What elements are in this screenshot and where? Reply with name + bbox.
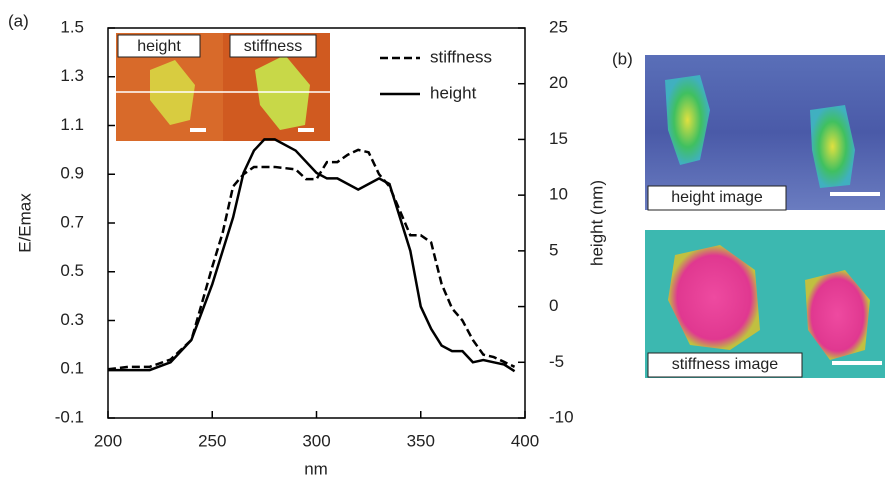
y-tick-label: 0.5 bbox=[60, 261, 84, 280]
panel-label: (a) bbox=[8, 11, 29, 30]
x-tick-label: 300 bbox=[302, 431, 330, 450]
y2-tick-label: 25 bbox=[549, 17, 568, 36]
y-tick-label: 0.9 bbox=[60, 164, 84, 183]
series-line bbox=[108, 138, 516, 373]
y2-tick-label: 10 bbox=[549, 185, 568, 204]
y2-axis-title: height (nm) bbox=[587, 180, 606, 266]
y-tick-label: 1.1 bbox=[60, 115, 84, 134]
inset-label-box bbox=[229, 34, 317, 58]
image-label-box bbox=[647, 352, 803, 378]
panel-label: (b) bbox=[612, 49, 633, 68]
inset-label: stiffness bbox=[244, 38, 302, 55]
image-label-box bbox=[647, 185, 787, 211]
x-tick-label: 400 bbox=[511, 431, 539, 450]
x-axis-title: nm bbox=[304, 459, 328, 478]
y-tick-label: 0.3 bbox=[60, 310, 84, 329]
y-tick-label: 1.5 bbox=[60, 17, 84, 36]
inset-label: height bbox=[137, 38, 181, 55]
inset-label-box bbox=[117, 34, 201, 58]
legend-label: stiffness bbox=[430, 47, 492, 66]
x-tick-label: 250 bbox=[198, 431, 226, 450]
afm-images bbox=[645, 55, 885, 378]
x-tick-label: 200 bbox=[94, 431, 122, 450]
y-axis-title: E/Emax bbox=[15, 193, 34, 253]
y2-tick-label: 5 bbox=[549, 240, 558, 259]
legend-label: height bbox=[430, 83, 477, 102]
y-tick-label: -0.1 bbox=[55, 407, 84, 426]
image-label: stiffness image bbox=[672, 356, 779, 373]
y-tick-label: 1.3 bbox=[60, 66, 84, 85]
y2-tick-label: -5 bbox=[549, 352, 564, 371]
y-tick-label: 0.1 bbox=[60, 359, 84, 378]
series-line bbox=[107, 148, 516, 371]
image-label: height image bbox=[671, 189, 763, 206]
y2-tick-label: 20 bbox=[549, 73, 568, 92]
y2-tick-label: -10 bbox=[549, 407, 574, 426]
y2-tick-label: 0 bbox=[549, 296, 558, 315]
y-tick-label: 0.7 bbox=[60, 212, 84, 231]
y2-tick-label: 15 bbox=[549, 129, 568, 148]
x-tick-label: 350 bbox=[407, 431, 435, 450]
